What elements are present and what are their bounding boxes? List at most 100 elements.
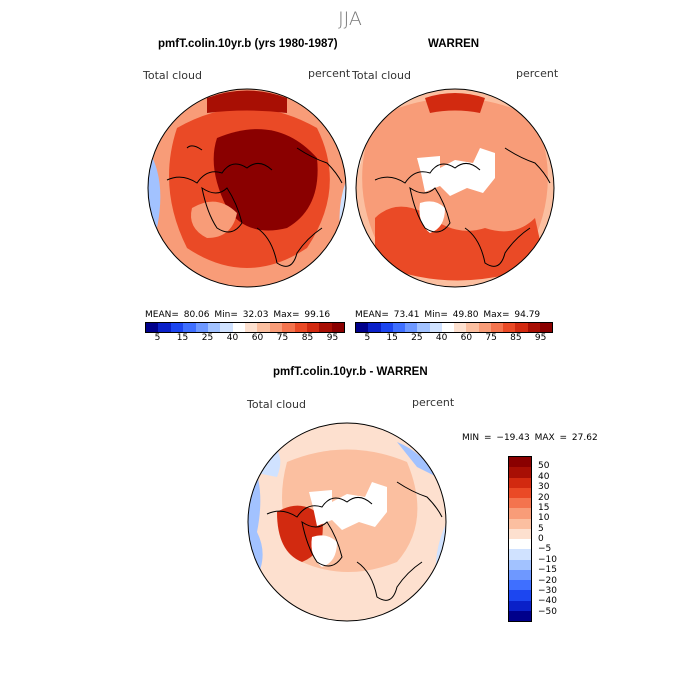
colorbar-swatch bbox=[220, 323, 233, 332]
model-units-label: percent bbox=[308, 67, 351, 80]
colorbar-tick-label: 0 bbox=[538, 534, 544, 544]
diff-colorbar bbox=[508, 456, 532, 622]
model-colorbar-ticks: 5 15 25 40 60 75 85 95 bbox=[145, 333, 345, 345]
colorbar-tick-label: 95 bbox=[326, 333, 339, 343]
colorbar-swatch bbox=[515, 323, 528, 332]
colorbar-swatch bbox=[195, 323, 208, 332]
model-colorbar: 5 15 25 40 60 75 85 95 bbox=[145, 322, 345, 345]
colorbar-swatch bbox=[539, 323, 552, 332]
model-field-greenland-low bbox=[191, 201, 237, 238]
colorbar-swatch bbox=[294, 323, 307, 332]
colorbar-tick-label: 15 bbox=[386, 333, 398, 343]
colorbar-swatch bbox=[509, 590, 531, 601]
diff-missing-data-region bbox=[309, 482, 387, 530]
colorbar-tick-label: 60 bbox=[251, 333, 264, 343]
colorbar-tick-label: 5 bbox=[364, 333, 371, 343]
obs-coastlines bbox=[374, 147, 551, 267]
diff-variable-label: Total cloud bbox=[247, 398, 306, 411]
colorbar-tick-label: 5 bbox=[154, 333, 161, 343]
colorbar-tick-label: 50 bbox=[538, 461, 550, 472]
colorbar-swatch bbox=[146, 323, 159, 332]
colorbar-tick-label: −30 bbox=[538, 585, 557, 596]
colorbar-swatch bbox=[405, 323, 418, 332]
obs-field-high-north bbox=[425, 93, 485, 113]
obs-panel-title: WARREN bbox=[428, 38, 480, 50]
colorbar-tick-label: −50 bbox=[538, 606, 557, 617]
obs-field-high-south bbox=[375, 206, 545, 281]
colorbar-tick-label: 40 bbox=[538, 471, 550, 482]
colorbar-swatch bbox=[319, 323, 332, 332]
model-map-boundary bbox=[147, 88, 347, 288]
colorbar-swatch bbox=[509, 498, 531, 509]
colorbar-tick-label: 5 bbox=[538, 523, 544, 534]
colorbar-swatch bbox=[158, 323, 171, 332]
diff-colorbar-ticks: 50 40 30 20 15 10 5 0 −5 −10 −15 −20 −30 −40 −50 bbox=[538, 456, 578, 622]
colorbar-tick-label: 75 bbox=[485, 333, 497, 343]
colorbar-swatch bbox=[245, 323, 258, 332]
colorbar-swatch bbox=[282, 323, 295, 332]
colorbar-swatch bbox=[170, 323, 184, 332]
colorbar-swatch bbox=[380, 323, 393, 332]
colorbar-tick-label: 95 bbox=[534, 333, 547, 343]
model-coastlines bbox=[166, 145, 343, 267]
season-title: JJA bbox=[338, 8, 362, 30]
colorbar-tick-label: 20 bbox=[538, 492, 550, 503]
colorbar-swatch bbox=[269, 323, 283, 332]
diff-stats: MIN = −19.43 MAX = 27.62 bbox=[462, 433, 598, 443]
colorbar-swatch bbox=[509, 528, 531, 539]
colorbar-tick-label: 85 bbox=[510, 333, 522, 343]
colorbar-tick-label: −20 bbox=[538, 575, 557, 586]
colorbar-swatch bbox=[306, 323, 320, 332]
colorbar-swatch bbox=[509, 559, 531, 570]
colorbar-swatch bbox=[490, 323, 503, 332]
obs-stats: MEAN= 73.41 Min= 49.80 Max= 94.79 bbox=[355, 310, 541, 320]
model-field-max bbox=[213, 129, 318, 231]
colorbar-swatch bbox=[509, 580, 531, 591]
obs-variable-label: Total cloud bbox=[352, 69, 411, 82]
colorbar-tick-label: 40 bbox=[226, 333, 239, 343]
diff-field-pos-max bbox=[277, 505, 323, 562]
colorbar-swatch bbox=[454, 323, 467, 332]
colorbar-swatch bbox=[441, 323, 454, 332]
colorbar-swatch bbox=[503, 323, 516, 332]
diff-map-boundary bbox=[247, 422, 447, 622]
colorbar-swatch bbox=[509, 487, 531, 498]
colorbar-swatch bbox=[429, 323, 442, 332]
colorbar-swatch bbox=[509, 569, 531, 580]
colorbar-tick-label: 10 bbox=[538, 513, 550, 524]
obs-units-label: percent bbox=[516, 67, 559, 80]
colorbar-swatch bbox=[509, 600, 531, 611]
colorbar-swatch bbox=[478, 323, 491, 332]
colorbar-swatch bbox=[368, 323, 381, 332]
colorbar-swatch bbox=[392, 323, 405, 332]
colorbar-swatch bbox=[466, 323, 479, 332]
colorbar-swatch bbox=[331, 323, 344, 332]
colorbar-swatch bbox=[509, 539, 531, 550]
colorbar-swatch bbox=[417, 323, 430, 332]
colorbar-swatch bbox=[509, 467, 531, 478]
model-stats: MEAN= 80.06 Min= 32.03 Max= 99.16 bbox=[145, 310, 331, 320]
diff-polar-map bbox=[247, 422, 447, 622]
diff-panel-title: pmfT.colin.10yr.b - WARREN bbox=[273, 366, 428, 378]
colorbar-tick-label: 75 bbox=[276, 333, 289, 343]
colorbar-swatch bbox=[509, 610, 531, 621]
diff-field-neg-northwest bbox=[252, 442, 281, 477]
diff-missing-greenland bbox=[311, 535, 337, 567]
colorbar-tick-label: −40 bbox=[538, 596, 557, 607]
model-panel-title: pmfT.colin.10yr.b (yrs 1980-1987) bbox=[158, 38, 338, 50]
colorbar-swatch bbox=[509, 518, 531, 529]
model-polar-map bbox=[147, 88, 347, 288]
diff-colorbar-swatches bbox=[508, 456, 532, 622]
colorbar-swatch bbox=[207, 323, 221, 332]
colorbar-tick-label: 85 bbox=[301, 333, 314, 343]
obs-polar-map bbox=[355, 88, 555, 288]
colorbar-swatch bbox=[527, 323, 540, 332]
colorbar-tick-label: 60 bbox=[460, 333, 473, 343]
colorbar-swatch bbox=[509, 477, 531, 488]
colorbar-swatch bbox=[232, 323, 245, 332]
model-field-top bbox=[207, 90, 287, 113]
obs-missing-data-region bbox=[417, 148, 495, 196]
diff-units-label: percent bbox=[412, 396, 455, 409]
diff-field-neg-northeast bbox=[397, 442, 437, 477]
obs-colorbar: 5 15 25 40 60 75 85 95 bbox=[355, 322, 553, 345]
